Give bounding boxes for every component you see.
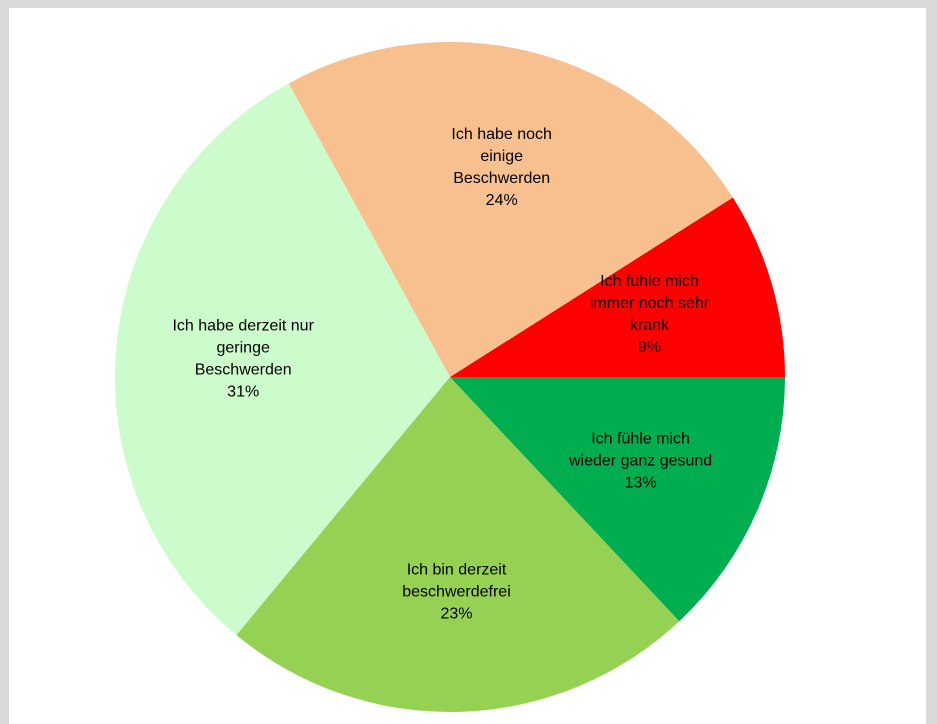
slice-label: Ich bin derzeit beschwerdefrei 23% — [402, 562, 511, 623]
slice-value-label: 31% — [227, 384, 259, 401]
pie-labels: Ich fühle mich immer noch sehr krank 9%Ich … — [172, 126, 712, 623]
slice-label: Ich habe noch einige Beschwerden 24% — [451, 126, 552, 209]
slice-label-line: wieder ganz gesund — [568, 453, 712, 470]
slice-label-line: Beschwerden — [453, 170, 550, 187]
pie-slice — [450, 377, 785, 622]
slice-label: Ich fühle mich immer noch sehr krank 9% — [590, 273, 710, 356]
slice-value-label: 13% — [625, 475, 657, 492]
slice-label-line: Ich fühle mich — [600, 273, 699, 290]
slice-label-line: Ich bin derzeit — [407, 562, 507, 579]
slice-label-line: beschwerdefrei — [402, 584, 511, 601]
slice-value-label: 9% — [638, 339, 661, 356]
slice-label-line: Beschwerden — [195, 362, 292, 379]
pie-slice — [450, 197, 785, 377]
slice-label-line: Ich fühle mich — [591, 431, 690, 448]
pie-slice — [115, 83, 450, 636]
slice-value-label: 23% — [440, 606, 472, 623]
slice-label: Ich habe derzeit nur geringe Beschwerden 31… — [172, 318, 314, 401]
pie-slice — [288, 42, 733, 377]
slice-label-line: immer noch sehr — [590, 295, 710, 312]
slice-label-line: krank — [630, 317, 670, 334]
pie-slice — [236, 377, 680, 712]
slice-label: Ich fühle mich wieder ganz gesund 13% — [568, 431, 712, 492]
slice-label-line: Ich habe derzeit nur — [172, 318, 314, 335]
slice-label-line: geringe — [217, 340, 270, 357]
slice-value-label: 24% — [486, 192, 518, 209]
pie-slices — [115, 42, 785, 712]
slice-label-line: einige — [480, 148, 523, 165]
slice-label-line: Ich habe noch — [451, 126, 552, 143]
